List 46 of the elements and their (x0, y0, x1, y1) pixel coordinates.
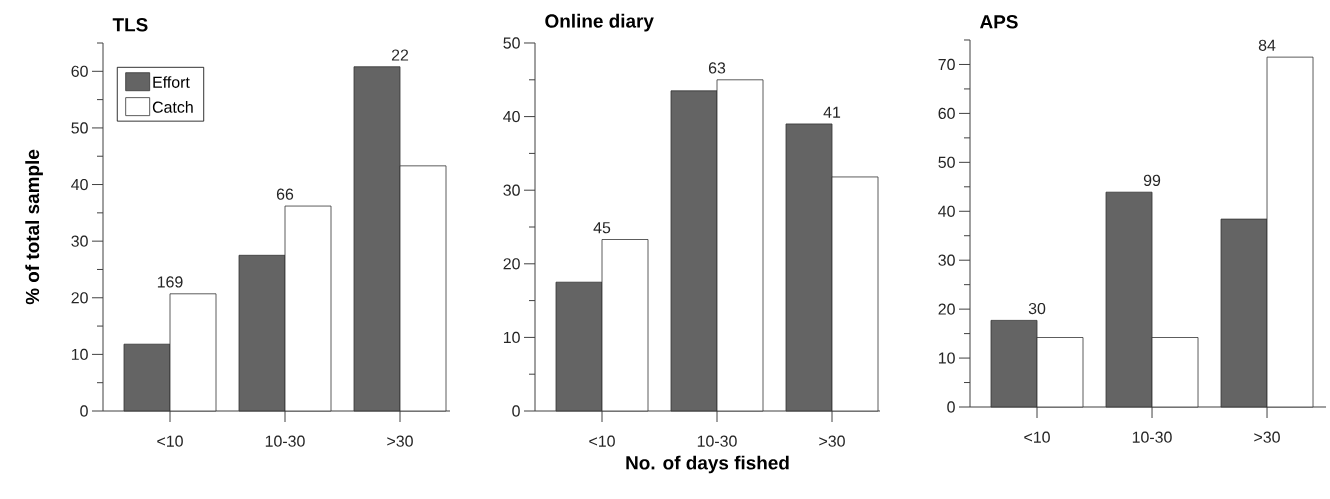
y-tick-label: 60 (938, 107, 955, 120)
x-axis-title: No. of days fished (626, 455, 789, 474)
annotation: 22 (391, 49, 409, 61)
x-tick-label: >30 (819, 435, 845, 447)
y-tick-label: 70 (938, 58, 955, 71)
x-tick-label: <10 (157, 435, 183, 447)
annotation: 66 (276, 188, 294, 200)
annotation: 63 (708, 62, 726, 74)
x-tick-label: <10 (589, 435, 615, 447)
y-tick-label: 50 (938, 156, 955, 168)
chart-title: Online diary (545, 13, 654, 32)
y-tick-label: 10 (503, 331, 520, 344)
x-tick-label: >30 (387, 435, 413, 447)
legend-label: Effort (153, 76, 190, 88)
annotation: 84 (1258, 39, 1276, 51)
y-tick-label: 40 (938, 205, 955, 217)
x-tick-label: <10 (1024, 431, 1050, 443)
y-tick-label: 0 (947, 401, 955, 413)
chart-title: TLS (112, 18, 148, 32)
chart-title: APS (980, 15, 1018, 29)
y-tick-label: 30 (503, 184, 520, 196)
y-tick-label: 60 (71, 65, 88, 77)
y-tick-label: 20 (503, 258, 520, 270)
annotation: 169 (157, 276, 183, 288)
legend-label: Catch (152, 101, 193, 113)
y-tick-label: 20 (938, 303, 955, 315)
x-tick-label: 10-30 (1132, 431, 1172, 443)
y-tick-label: 10 (71, 348, 88, 361)
y-tick-label: 10 (938, 352, 955, 364)
y-tick-label: 20 (71, 292, 88, 304)
x-tick-label: >30 (1254, 431, 1280, 443)
y-tick-label: 40 (503, 110, 520, 123)
x-tick-label: 10-30 (697, 435, 737, 447)
y-tick-label: 40 (71, 178, 88, 191)
y-axis-title: % of total sample (25, 149, 43, 305)
y-tick-label: 30 (71, 235, 88, 247)
annotation: 45 (593, 222, 611, 234)
y-tick-label: 50 (71, 122, 88, 134)
y-tick-label: 0 (512, 405, 520, 417)
annotation: 30 (1028, 302, 1046, 315)
y-tick-label: 50 (503, 37, 520, 49)
y-tick-label: 0 (80, 405, 88, 417)
annotation: 41 (823, 106, 841, 118)
annotation: 99 (1143, 174, 1161, 186)
x-tick-label: 10-30 (265, 435, 305, 447)
y-tick-label: 30 (938, 254, 955, 266)
